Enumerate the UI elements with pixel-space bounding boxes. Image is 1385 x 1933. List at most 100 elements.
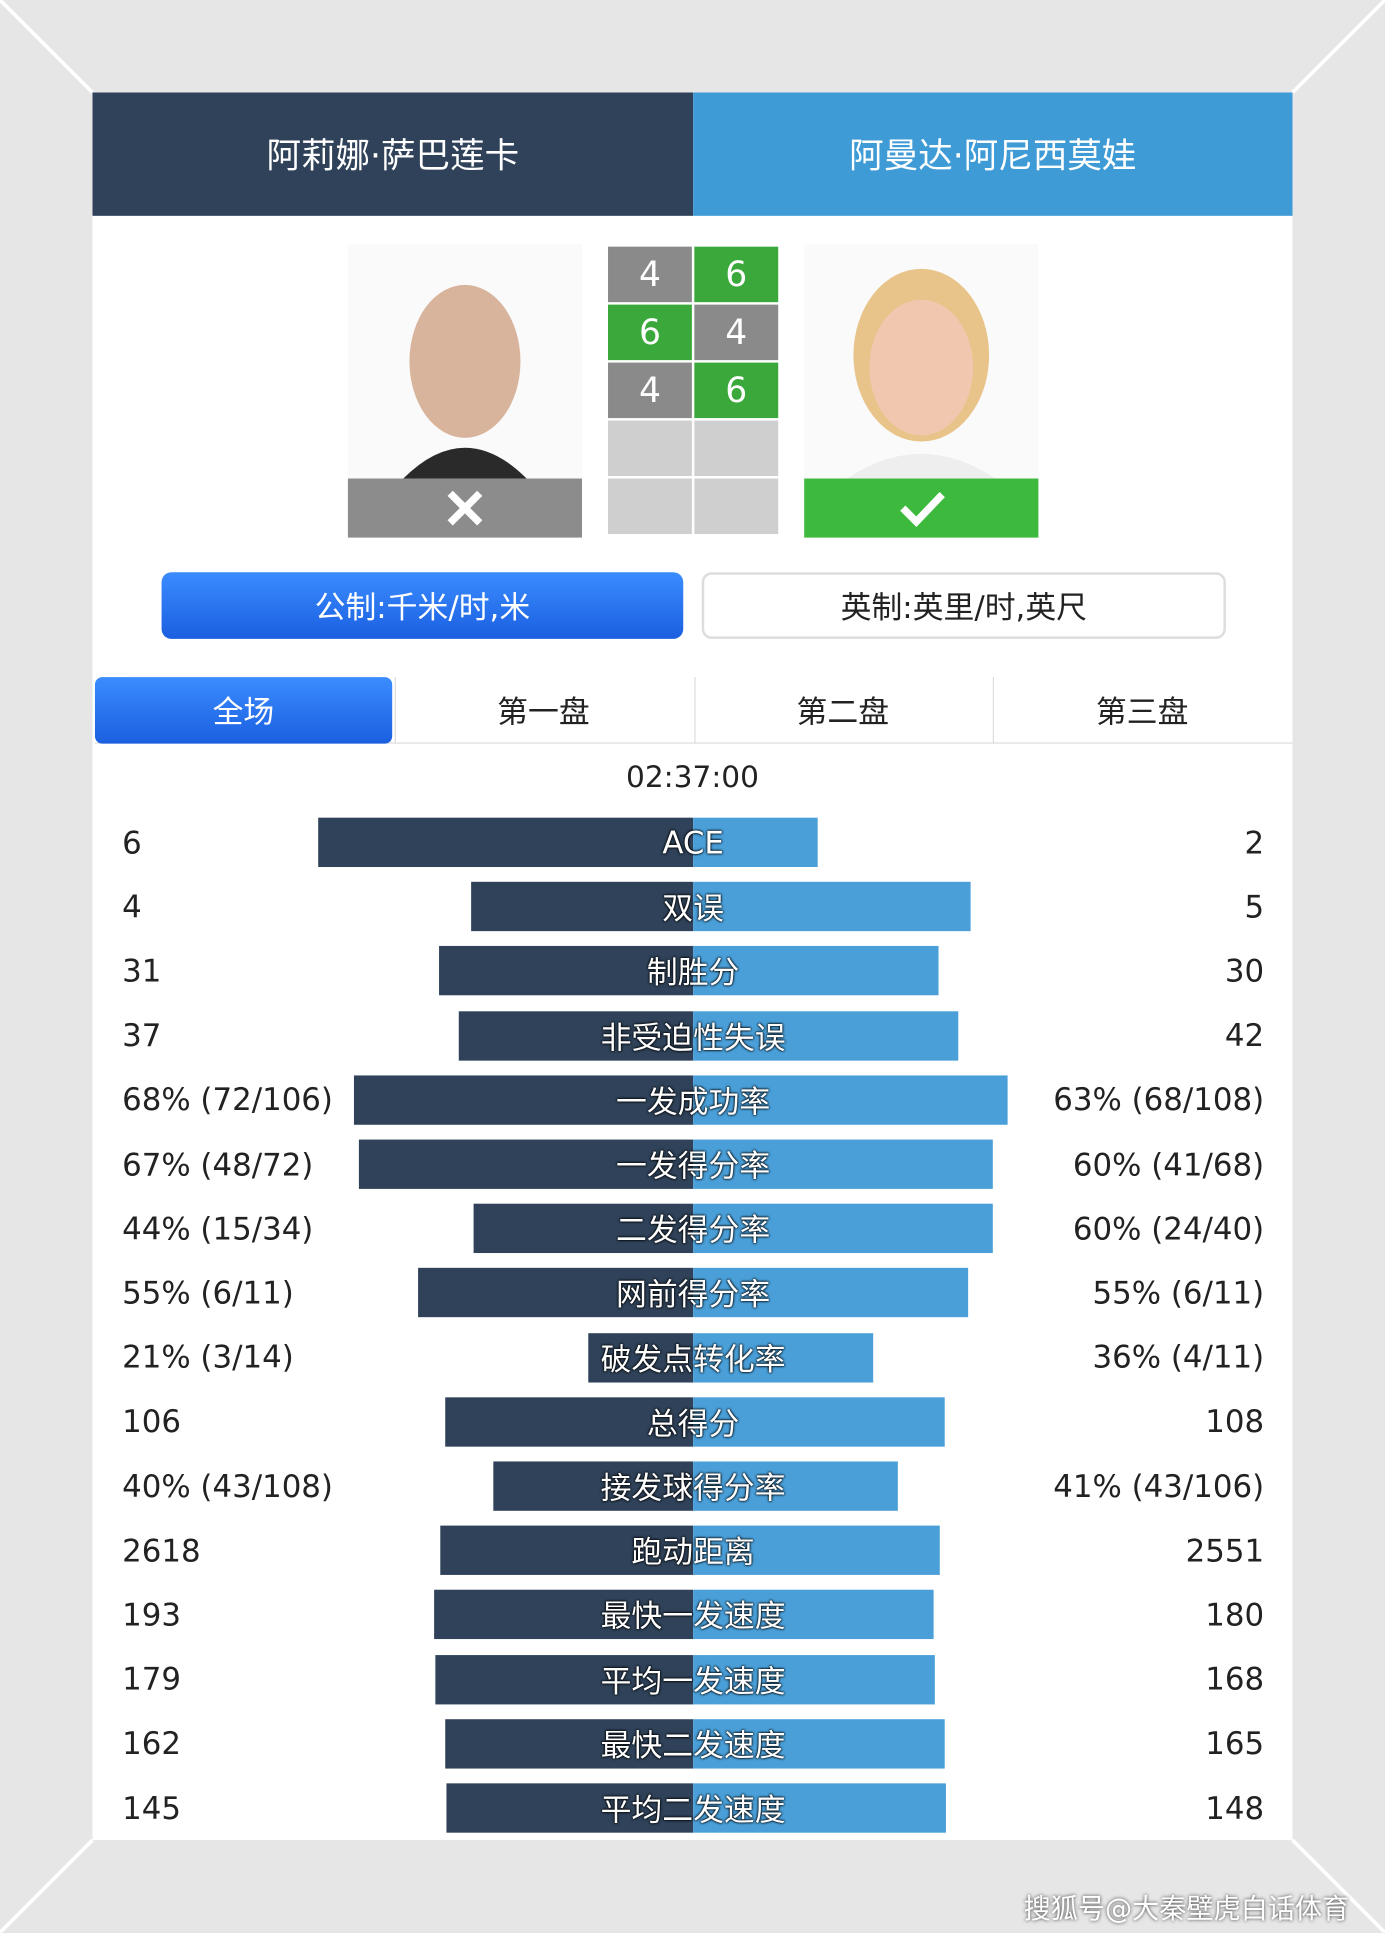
stat-label: 平均二发速度	[600, 1791, 786, 1828]
stat-label: 二发得分率	[616, 1212, 771, 1249]
stat-label: 一发得分率	[616, 1148, 771, 1184]
right-value: 2	[1244, 824, 1265, 861]
stat-label: 破发点转化率	[600, 1341, 786, 1378]
right-value: 148	[1205, 1790, 1265, 1826]
right-bar	[693, 1718, 946, 1769]
player1-photo	[347, 244, 583, 538]
tab[interactable]: 第一盘	[394, 677, 691, 744]
right-value: 63% (68/108)	[1053, 1081, 1265, 1118]
empty-cell	[694, 420, 779, 477]
left-value: 2618	[122, 1532, 201, 1569]
left-value: 31	[122, 953, 162, 989]
right-bar	[693, 946, 939, 996]
left-bar	[358, 1139, 694, 1189]
stat-label: 非受迫性失误	[600, 1019, 786, 1056]
stat-label: 跑动距离	[631, 1534, 755, 1571]
left-bar	[439, 946, 694, 996]
stat-label: 制胜分	[646, 955, 740, 991]
set-score: 6	[694, 246, 779, 303]
stat-label: 网前得分率	[616, 1276, 771, 1313]
left-bar	[588, 1332, 694, 1383]
left-value: 4	[122, 888, 142, 925]
left-value: 21% (3/14)	[122, 1339, 294, 1376]
set-score: 6	[694, 362, 779, 419]
left-bar	[473, 1203, 694, 1254]
unit-button[interactable]: 公制:千米/时,米	[161, 572, 684, 639]
set-score: 6	[608, 304, 692, 361]
left-value: 44% (15/34)	[122, 1210, 314, 1247]
unit-button[interactable]: 英制:英里/时,英尺	[701, 572, 1226, 639]
right-bar	[693, 1461, 898, 1511]
right-bar	[693, 1783, 946, 1833]
tab[interactable]: 第三盘	[993, 677, 1290, 744]
left-value: 55% (6/11)	[122, 1275, 294, 1311]
player1-header: 阿莉娜·萨巴莲卡	[92, 92, 694, 216]
right-value: 180	[1205, 1596, 1265, 1633]
stat-label: 平均一发速度	[600, 1663, 786, 1699]
left-value: 67% (48/72)	[122, 1146, 314, 1183]
right-value: 60% (41/68)	[1072, 1146, 1265, 1183]
left-value: 37	[122, 1017, 162, 1054]
right-bar	[693, 1525, 940, 1576]
left-bar	[418, 1268, 694, 1318]
right-bar	[693, 1203, 993, 1254]
right-value: 108	[1205, 1403, 1265, 1440]
left-bar	[440, 1525, 694, 1576]
empty-cell	[608, 478, 692, 535]
right-value: 55% (6/11)	[1092, 1275, 1265, 1311]
stat-label: 总得分	[646, 1405, 740, 1442]
right-bar	[693, 882, 971, 932]
left-bar	[435, 1654, 694, 1704]
right-value: 168	[1205, 1661, 1265, 1698]
empty-cell	[608, 420, 692, 477]
right-bar	[693, 1268, 968, 1318]
left-bar	[434, 1590, 694, 1640]
left-value: 145	[122, 1790, 181, 1826]
left-value: 179	[122, 1661, 181, 1698]
left-bar	[445, 1783, 694, 1833]
stat-label: 一发成功率	[616, 1083, 771, 1120]
right-bar	[693, 1075, 1008, 1125]
stat-label: ACE	[662, 824, 724, 861]
right-bar	[693, 1139, 993, 1189]
player2-photo	[804, 244, 1039, 538]
left-value: 6	[122, 824, 142, 861]
set-score: 4	[608, 246, 692, 303]
right-value: 41% (43/106)	[1053, 1468, 1265, 1505]
left-bar	[445, 1397, 694, 1447]
stat-label: 最快二发速度	[600, 1727, 786, 1764]
left-value: 193	[122, 1596, 181, 1633]
right-bar	[693, 1654, 935, 1704]
tab[interactable]: 第二盘	[693, 677, 991, 744]
right-bar	[693, 1010, 959, 1061]
tab[interactable]: 全场	[94, 677, 392, 744]
stat-label: 双误	[662, 890, 724, 927]
right-bar	[693, 817, 818, 868]
right-value: 5	[1244, 888, 1265, 925]
right-bar	[693, 1590, 935, 1640]
watermark: 搜狐号@大秦壁虎白话体育	[1023, 1894, 1350, 1926]
empty-cell	[694, 478, 779, 535]
set-score: 4	[608, 362, 692, 419]
right-bar	[693, 1397, 946, 1447]
stat-label: 最快一发速度	[600, 1598, 786, 1635]
left-value: 106	[122, 1403, 181, 1440]
left-bar	[318, 817, 694, 868]
left-bar	[459, 1010, 694, 1061]
left-bar	[493, 1461, 694, 1511]
right-value: 2551	[1185, 1532, 1265, 1569]
left-value: 68% (72/106)	[122, 1081, 333, 1118]
right-value: 36% (4/11)	[1092, 1339, 1265, 1376]
duration: 02:37:00	[626, 759, 759, 795]
tab-bar: 全场 第一盘 第二盘 第三盘	[94, 677, 1293, 744]
right-value: 42	[1224, 1017, 1265, 1054]
left-bar	[445, 1718, 694, 1769]
right-bar	[693, 1332, 873, 1383]
set-score: 4	[694, 304, 779, 361]
right-value: 60% (24/40)	[1072, 1210, 1265, 1247]
left-value: 162	[122, 1725, 181, 1762]
left-value: 40% (43/108)	[122, 1468, 333, 1505]
